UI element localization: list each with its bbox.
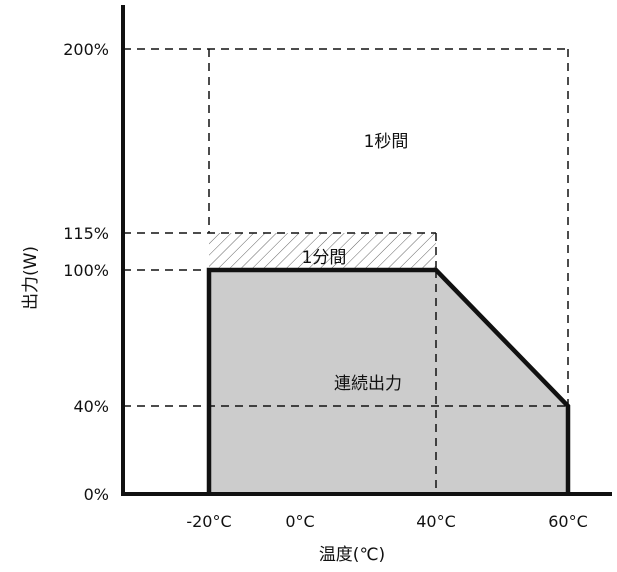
region-label-one-second: 1秒間 (364, 132, 409, 152)
x-tick-label: 60°C (548, 512, 588, 531)
x-tick-label: 40°C (416, 512, 456, 531)
continuous-output-line (206, 267, 571, 494)
y-tick-label: 115% (63, 224, 109, 243)
x-axis-title: 温度(℃) (319, 545, 385, 565)
one-minute-band (209, 233, 436, 270)
y-tick-label: 200% (63, 40, 109, 59)
x-tick-label: 0°C (285, 512, 314, 531)
y-tick-label: 100% (63, 261, 109, 280)
region-label-continuous: 連続出力 (334, 374, 402, 394)
continuous-output-area (209, 270, 568, 494)
y-tick-label: 40% (73, 397, 109, 416)
y-axis-title: 出力(W) (21, 246, 41, 310)
x-tick-label: -20°C (186, 512, 231, 531)
y-tick-label: 0% (84, 485, 109, 504)
region-label-one-minute: 1分間 (302, 248, 347, 268)
